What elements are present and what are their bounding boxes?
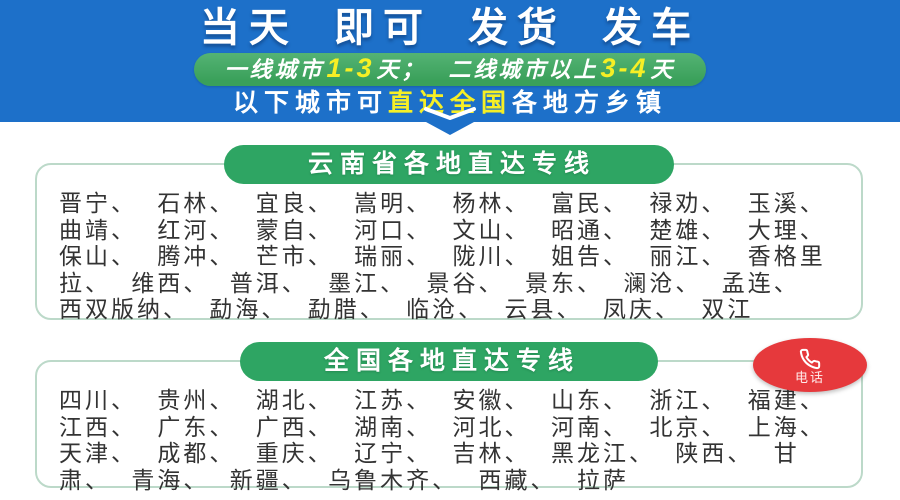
delivery-time-banner: 一线城市1-3天； 二线城市以上3-4天 bbox=[194, 53, 706, 86]
phone-button-label: 电话 bbox=[794, 369, 825, 385]
banner-notch-triangle bbox=[426, 122, 474, 135]
yunnan-card-title: 云南省各地直达专线 bbox=[223, 145, 675, 184]
yunnan-city-list: 晋宁、 石林、 宜良、 嵩明、 杨林、 富民、 禄劝、 玉溪、 曲靖、 红河、 … bbox=[59, 190, 826, 322]
time-banner-text: 一线城市 bbox=[224, 57, 325, 82]
yunnan-lines-card: 云南省各地直达专线 晋宁、 石林、 宜良、 嵩明、 杨林、 富民、 禄劝、 玉溪… bbox=[35, 145, 863, 322]
hero-banner: 当天 即可 发货 发车 一线城市1-3天； 二线城市以上3-4天 以下城市可直达全… bbox=[0, 0, 900, 122]
time-banner-text: 二线城市以上 bbox=[448, 57, 599, 82]
hero-subtitle: 以下城市可直达全国各地方乡镇 bbox=[0, 88, 900, 118]
national-card-title: 全国各地直达专线 bbox=[239, 342, 659, 381]
hero-title: 当天 即可 发货 发车 bbox=[199, 6, 701, 50]
phone-icon bbox=[799, 348, 821, 369]
time-banner-days-2: 3-4 bbox=[600, 53, 649, 83]
national-lines-card: 全国各地直达专线 四川、 贵州、 湖北、 江苏、 安徽、 山东、 浙江、 福建、… bbox=[35, 338, 867, 493]
subtitle-highlight: 直达全国 bbox=[387, 89, 512, 117]
national-city-list: 四川、 贵州、 湖北、 江苏、 安徽、 山东、 浙江、 福建、 江西、 广东、 … bbox=[59, 387, 826, 493]
time-banner-days-1: 1-3 bbox=[326, 53, 375, 83]
subtitle-text: 各地方乡镇 bbox=[512, 89, 668, 117]
chevron-down-icon bbox=[424, 107, 476, 120]
subtitle-text: 以下城市可 bbox=[232, 89, 388, 117]
time-banner-text: 天； bbox=[376, 57, 427, 82]
time-banner-text: 天 bbox=[650, 57, 676, 82]
phone-button[interactable]: 电话 bbox=[753, 338, 867, 392]
